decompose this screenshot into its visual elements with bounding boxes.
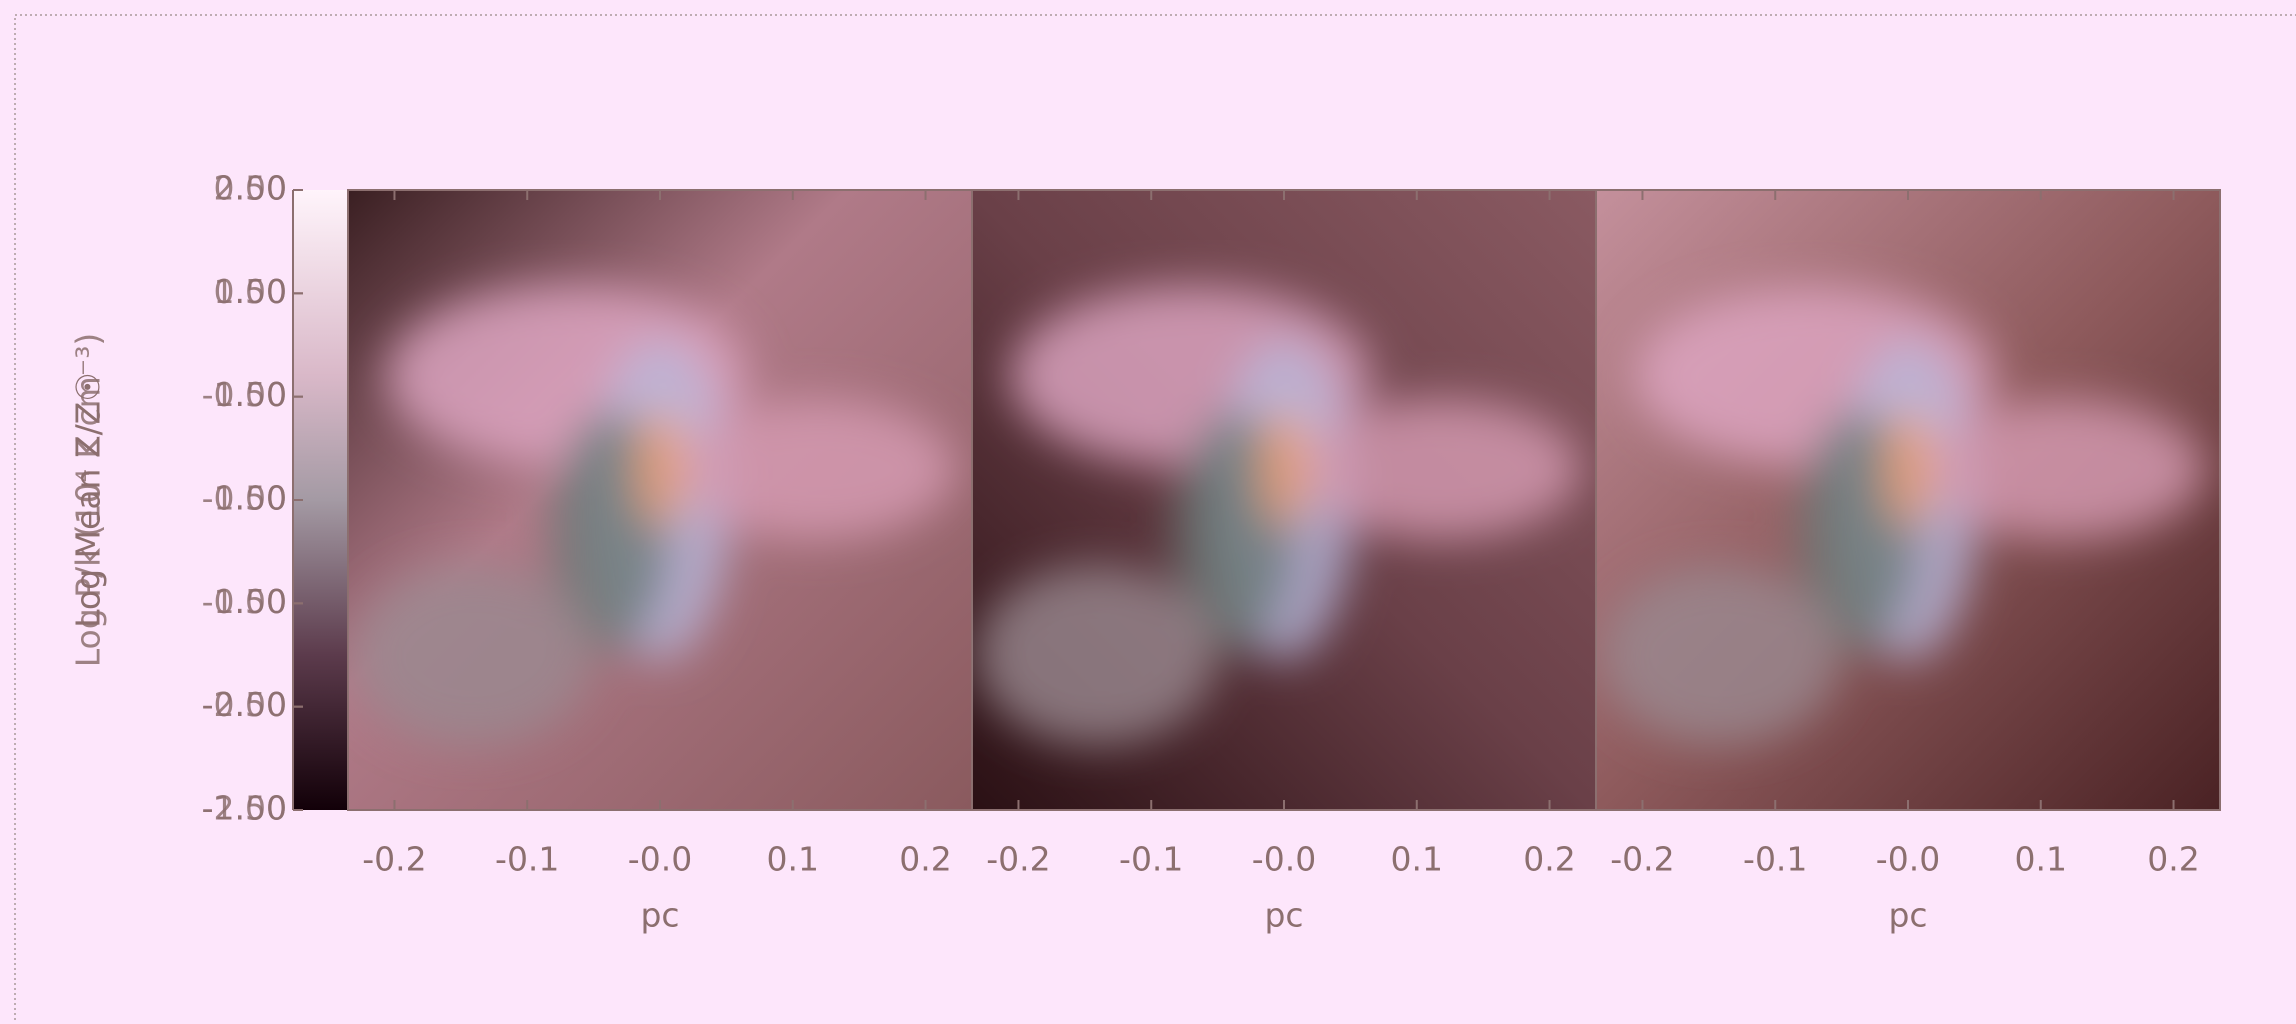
x-tick-label: 0.2 (899, 840, 951, 879)
figure: 2.001.501.000.500.00-0.50-1.000.500.00-0… (0, 0, 2296, 1020)
y-tick-label: -0.50 (202, 375, 287, 414)
x-axis-label: pc (640, 896, 679, 935)
gas-blob (1883, 409, 1933, 529)
gas-blob (676, 399, 956, 539)
gas-blob (635, 409, 685, 529)
x-tick-label: -0.1 (1743, 840, 1807, 879)
x-tick-label: 0.2 (1523, 840, 1575, 879)
gas-blob (1259, 409, 1309, 529)
page: {"chart_data": [ {"type": "colorbar", "y… (0, 0, 2296, 1020)
y-tick-label: -1.00 (202, 479, 287, 518)
x-tick-label: 0.1 (2015, 840, 2067, 879)
y-tick-label: -2.50 (202, 789, 287, 828)
x-tick-label: -0.2 (1610, 840, 1674, 879)
x-tick-label: -0.1 (1119, 840, 1183, 879)
gas-blob (1924, 399, 2204, 539)
x-tick-label: -0.0 (1876, 840, 1940, 879)
y2-axis-label: Log P/k (10⁴ K cm⁻³) (69, 333, 108, 668)
x-tick-label: -0.0 (628, 840, 692, 879)
gas-blob (977, 565, 1217, 745)
x-tick-label: -0.2 (362, 840, 426, 879)
y-tick-label: -1.50 (202, 582, 287, 621)
gas-blob (353, 565, 593, 745)
gas-blob (1300, 399, 1580, 539)
y-tick-label: 0.50 (214, 169, 287, 208)
x-axis-label: pc (1888, 896, 1927, 935)
y-tick-label: -2.00 (202, 685, 287, 724)
x-tick-label: 0.1 (767, 840, 819, 879)
x-tick-label: 0.1 (1391, 840, 1443, 879)
x-tick-label: -0.0 (1252, 840, 1316, 879)
y-tick-label: 0.00 (214, 272, 287, 311)
x-tick-label: 0.2 (2147, 840, 2199, 879)
gas-blob (1601, 565, 1841, 745)
x-tick-label: -0.2 (986, 840, 1050, 879)
x-axis-label: pc (1264, 896, 1303, 935)
x-tick-label: -0.1 (495, 840, 559, 879)
